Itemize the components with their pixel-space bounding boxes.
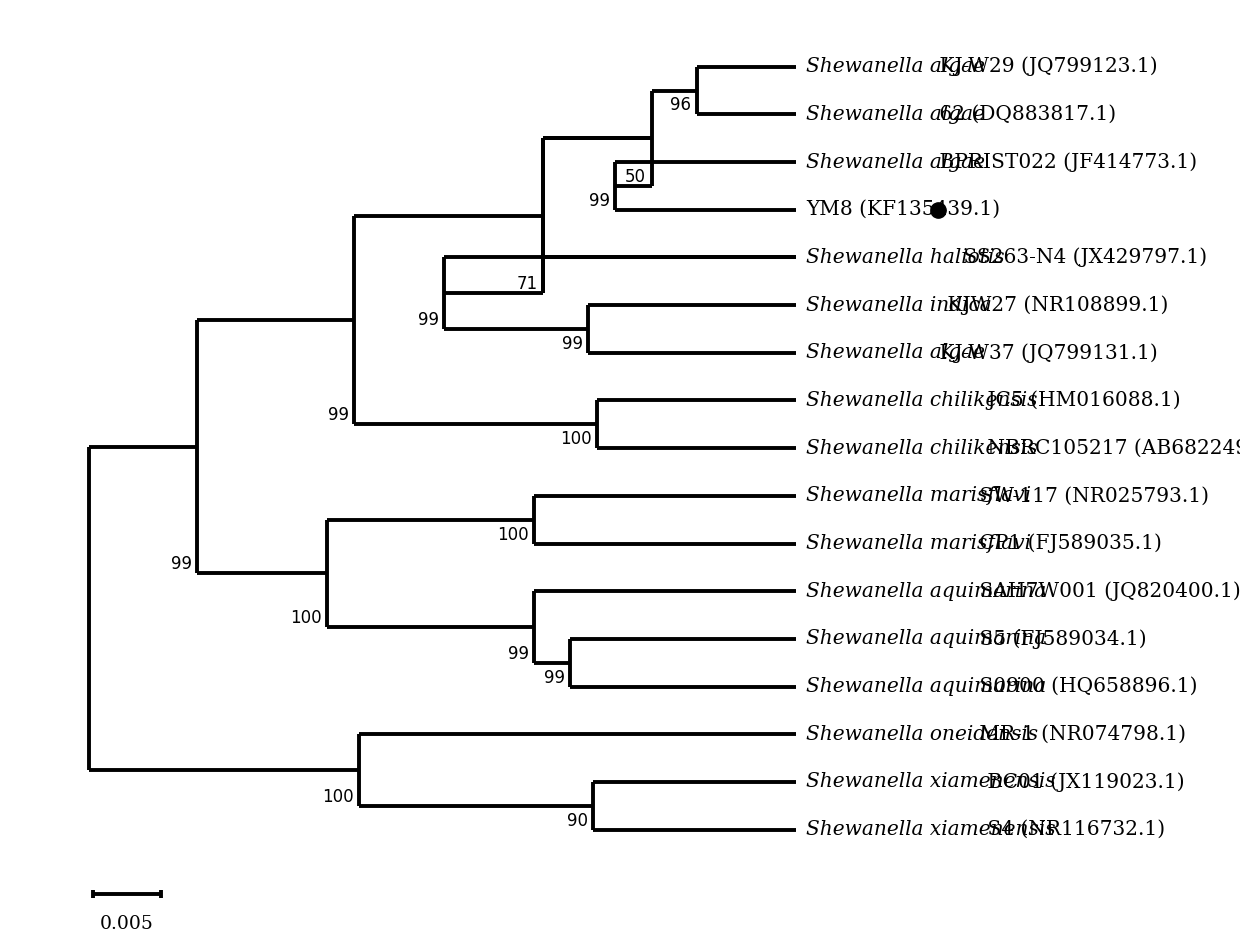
Text: 99: 99 xyxy=(329,406,348,424)
Text: Shewanella algae: Shewanella algae xyxy=(806,344,986,362)
Text: JC5 (HM016088.1): JC5 (HM016088.1) xyxy=(981,391,1180,411)
Text: 99: 99 xyxy=(544,668,565,686)
Text: 96: 96 xyxy=(670,96,691,114)
Text: 100: 100 xyxy=(497,526,529,544)
Text: SW-117 (NR025793.1): SW-117 (NR025793.1) xyxy=(972,486,1209,505)
Text: 99: 99 xyxy=(589,192,610,210)
Text: Shewanella oneidensis: Shewanella oneidensis xyxy=(806,725,1038,744)
Text: BPRIST022 (JF414773.1): BPRIST022 (JF414773.1) xyxy=(932,152,1197,172)
Text: Shewanella aquimarina: Shewanella aquimarina xyxy=(806,677,1047,696)
Text: Shewanella marisflavi: Shewanella marisflavi xyxy=(806,486,1032,505)
Text: 99: 99 xyxy=(562,335,583,353)
Text: KJ-W29 (JQ799123.1): KJ-W29 (JQ799123.1) xyxy=(932,57,1158,76)
Text: 100: 100 xyxy=(560,430,591,448)
Text: Shewanella algae: Shewanella algae xyxy=(806,105,986,124)
Text: SS263-N4 (JX429797.1): SS263-N4 (JX429797.1) xyxy=(957,247,1207,267)
Text: 100: 100 xyxy=(290,609,322,627)
Text: Shewanella aquimarina: Shewanella aquimarina xyxy=(806,582,1047,600)
Text: KJW27 (NR108899.1): KJW27 (NR108899.1) xyxy=(941,295,1168,315)
Text: Shewanella xiamenensis: Shewanella xiamenensis xyxy=(806,772,1056,791)
Text: KJ-W37 (JQ799131.1): KJ-W37 (JQ799131.1) xyxy=(932,343,1158,362)
Text: S5 (FJ589034.1): S5 (FJ589034.1) xyxy=(972,629,1146,649)
Text: MR-1 (NR074798.1): MR-1 (NR074798.1) xyxy=(972,725,1185,744)
Text: 50: 50 xyxy=(625,168,646,186)
Text: Shewanella xiamenensis: Shewanella xiamenensis xyxy=(806,820,1056,839)
Text: Shewanella haliotis: Shewanella haliotis xyxy=(806,248,1004,267)
Text: Shewanella aquimarina: Shewanella aquimarina xyxy=(806,630,1047,649)
Text: S0900 (HQ658896.1): S0900 (HQ658896.1) xyxy=(972,677,1197,696)
Text: 62 (DQ883817.1): 62 (DQ883817.1) xyxy=(932,105,1116,124)
Text: Shewanella marisflavi: Shewanella marisflavi xyxy=(806,534,1032,553)
Text: SAH7W001 (JQ820400.1): SAH7W001 (JQ820400.1) xyxy=(972,582,1240,601)
Text: 0.005: 0.005 xyxy=(100,916,154,934)
Text: 99: 99 xyxy=(508,645,529,663)
Text: 90: 90 xyxy=(567,812,588,830)
Text: CP1 (FJ589035.1): CP1 (FJ589035.1) xyxy=(972,533,1162,553)
Text: 99: 99 xyxy=(171,555,191,573)
Text: NBRC105217 (AB682249.1): NBRC105217 (AB682249.1) xyxy=(981,439,1240,458)
Text: Shewanella indica: Shewanella indica xyxy=(806,295,992,314)
Text: BC01 (JX119023.1): BC01 (JX119023.1) xyxy=(981,772,1184,792)
Text: Shewanella chilikensis: Shewanella chilikensis xyxy=(806,439,1038,458)
Text: Shewanella algae: Shewanella algae xyxy=(806,153,986,172)
Text: Shewanella algae: Shewanella algae xyxy=(806,58,986,76)
Text: 71: 71 xyxy=(517,275,538,294)
Text: Shewanella chilikensis: Shewanella chilikensis xyxy=(806,391,1038,410)
Text: 99: 99 xyxy=(418,311,439,329)
Text: S4 (NR116732.1): S4 (NR116732.1) xyxy=(981,820,1164,839)
Text: YM8 (KF135439.1): YM8 (KF135439.1) xyxy=(806,200,1001,219)
Text: 100: 100 xyxy=(322,788,353,806)
